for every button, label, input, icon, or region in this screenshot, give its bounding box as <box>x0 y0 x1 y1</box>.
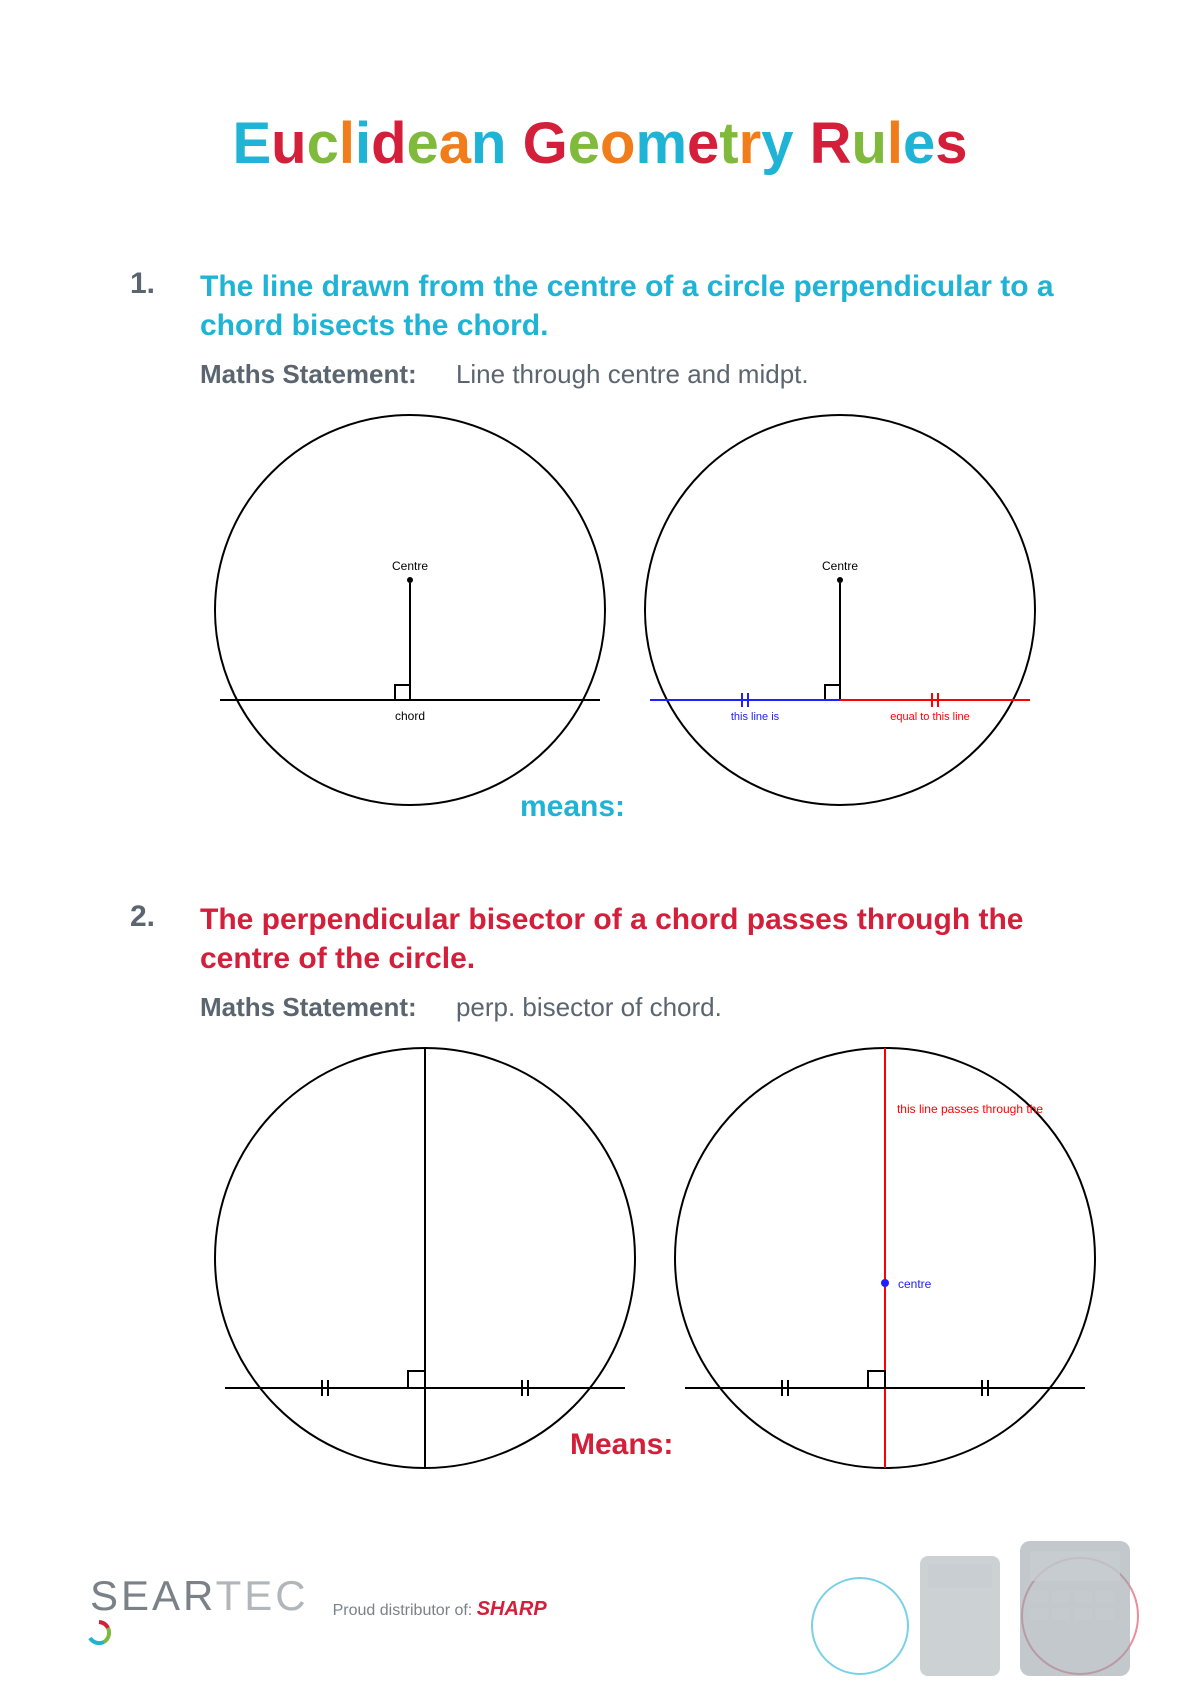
svg-text:Centre: Centre <box>392 559 428 573</box>
svg-text:chord: chord <box>395 709 425 723</box>
rule-2-diagrams: Means: centre this line passes through t… <box>200 1033 1110 1483</box>
rule-2: 2. The perpendicular bisector of a chord… <box>90 900 1110 1483</box>
svg-text:Centre: Centre <box>822 559 858 573</box>
seartec-logo: SEARTEC <box>90 1572 309 1646</box>
footer-decoration-icon <box>780 1516 1140 1676</box>
rule-2-title: The perpendicular bisector of a chord pa… <box>200 900 1110 978</box>
rule-2-diagram-left <box>200 1033 650 1483</box>
rule-1-stmt-text: Line through centre and midpt. <box>456 359 809 389</box>
rule-1-diagram-right: Centre this line is equal to this line <box>630 400 1050 820</box>
page-title: Euclidean Geometry Rules <box>90 110 1110 177</box>
footer: SEARTEC Proud distributor of: SHARP <box>90 1572 547 1646</box>
sharp-brand: SHARP <box>477 1598 547 1620</box>
seartec-sear: SEAR <box>90 1572 216 1619</box>
rule-1-diagram-left: Centre chord <box>200 400 620 820</box>
seartec-tec: TEC <box>216 1572 309 1619</box>
svg-text:centre: centre <box>898 1277 932 1291</box>
rule-2-number: 2. <box>130 900 170 934</box>
rule-1-number: 1. <box>130 267 170 301</box>
rule-2-stmt-label: Maths Statement: <box>200 992 417 1022</box>
seartec-mark-icon <box>86 1620 112 1646</box>
rule-1-title: The line drawn from the centre of a circ… <box>200 267 1110 345</box>
svg-text:equal to this line: equal to this line <box>890 711 970 723</box>
distributor-line: Proud distributor of: SHARP <box>333 1598 547 1621</box>
rule-1-statement: Maths Statement: Line through centre and… <box>200 359 1110 390</box>
distributor-prefix: Proud distributor of: <box>333 1602 477 1619</box>
rule-1: 1. The line drawn from the centre of a c… <box>90 267 1110 820</box>
svg-text:this line passes through the: this line passes through the <box>897 1102 1043 1116</box>
rule-2-stmt-text: perp. bisector of chord. <box>456 992 722 1022</box>
rule-2-diagram-right: centre this line passes through the <box>660 1033 1110 1483</box>
rule-1-means: means: <box>520 790 625 824</box>
rule-2-statement: Maths Statement: perp. bisector of chord… <box>200 992 1110 1023</box>
rule-2-means: Means: <box>570 1428 673 1462</box>
svg-text:this line is: this line is <box>731 711 780 723</box>
rule-1-stmt-label: Maths Statement: <box>200 359 417 389</box>
rule-1-diagrams: Centre chord means: Centre this line is … <box>200 400 1110 820</box>
